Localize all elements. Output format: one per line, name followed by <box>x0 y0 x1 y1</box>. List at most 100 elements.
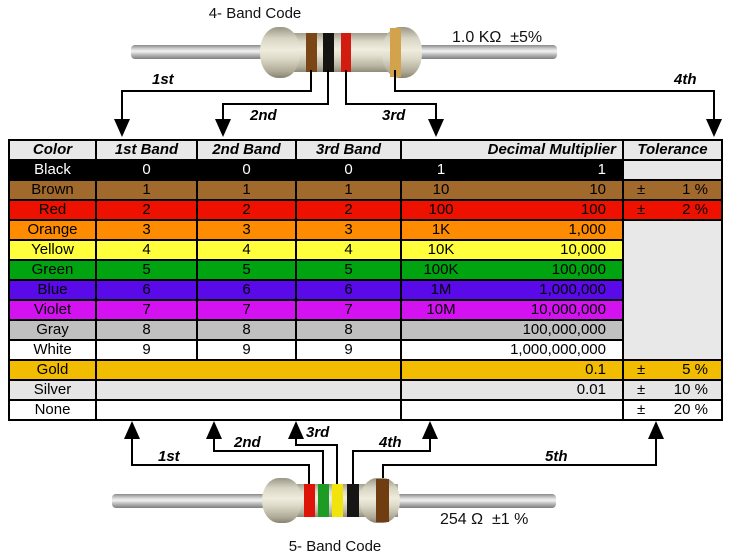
five-band-lead-left <box>112 494 266 508</box>
band-black <box>347 484 359 517</box>
arrowhead-down-2nd <box>215 119 231 137</box>
header-band1: 1st Band <box>95 139 198 161</box>
plus-minus-sign: ± <box>637 401 646 418</box>
arrow-line <box>336 444 338 486</box>
table-row-blue: Blue 6 6 6 1M 1,000,000 <box>8 279 722 301</box>
arrow-line <box>295 444 338 446</box>
band-brown <box>376 479 389 522</box>
arrow-label-4th-top: 4th <box>674 71 697 88</box>
multiplier-value: 10,000 <box>560 241 606 258</box>
tolerance-value: 5 % <box>682 361 708 378</box>
arrowhead-up-3rd <box>288 421 304 439</box>
arrow-line <box>345 70 347 105</box>
plus-minus-sign: ± <box>637 361 646 378</box>
band2-cell: 8 <box>196 319 297 341</box>
multiplier-cell: 1K 1,000 <box>400 219 624 241</box>
band2-cell: 7 <box>196 299 297 321</box>
table-row-silver: Silver 0.01 ±10 % <box>8 379 723 401</box>
plus-minus-sign: ± <box>637 201 646 218</box>
table-row-yellow: Yellow 4 4 4 10K 10,000 <box>8 239 722 261</box>
band3-cell: 2 <box>295 199 402 221</box>
band2-cell: 6 <box>196 279 297 301</box>
multiplier-prefix: 100 <box>428 201 454 218</box>
color-name-cell: Orange <box>8 219 97 241</box>
color-name-cell: Brown <box>8 179 97 201</box>
multiplier-value: 100 <box>580 201 606 218</box>
arrow-line <box>121 90 123 121</box>
arrow-line <box>213 437 215 452</box>
band3-cell: 5 <box>295 259 402 281</box>
band-black <box>323 33 334 72</box>
arrow-line <box>345 103 437 105</box>
arrowhead-down-1st <box>114 119 130 137</box>
color-name-cell: White <box>8 339 97 361</box>
multiplier-cell: 0.1 <box>400 359 624 381</box>
multiplier-value: 0.1 <box>585 361 606 378</box>
arrow-line <box>131 437 133 466</box>
arrowhead-up-5th <box>648 421 664 439</box>
band1-cell: 6 <box>95 279 198 301</box>
arrow-label-1st-top: 1st <box>152 71 174 88</box>
color-name-cell: Silver <box>8 379 97 401</box>
multiplier-value: 10,000,000 <box>530 301 606 318</box>
band1-cell: 7 <box>95 299 198 321</box>
multiplier-prefix: 10K <box>427 241 455 258</box>
band3-cell: 3 <box>295 219 402 241</box>
band1-cell: 4 <box>95 239 198 261</box>
tolerance-value: 2 % <box>682 201 708 218</box>
table-header-row: Color 1st Band 2nd Band 3rd Band Decimal… <box>8 139 723 161</box>
band-red <box>304 484 315 517</box>
bands-merged-cell <box>95 359 402 381</box>
arrow-line <box>429 437 431 452</box>
arrow-line <box>131 464 310 466</box>
color-name-cell: Yellow <box>8 239 97 261</box>
color-name-cell: Gold <box>8 359 97 381</box>
five-band-lead-right <box>396 494 556 508</box>
multiplier-cell: 100,000,000 <box>400 319 624 341</box>
tolerance-value: 1 % <box>682 181 708 198</box>
header-color: Color <box>8 139 97 161</box>
four-band-value-label: 1.0 KΩ ±5% <box>452 29 543 46</box>
multiplier-value: 1,000 <box>568 221 606 238</box>
header-band3: 3rd Band <box>295 139 402 161</box>
tolerance-cell: ±5 % <box>622 359 723 381</box>
arrow-line <box>435 103 437 121</box>
table-row-violet: Violet 7 7 7 10M 10,000,000 <box>8 299 722 321</box>
header-multiplier: Decimal Multiplier <box>400 139 624 161</box>
band-red <box>341 33 351 72</box>
tolerance-cell-merged-empty <box>622 219 723 361</box>
five-band-value-label: 254 Ω ±1 % <box>440 511 529 528</box>
table-row-gray: Gray 8 8 8 100,000,000 <box>8 319 722 341</box>
band3-cell: 9 <box>295 339 402 361</box>
tolerance-cell: ±20 % <box>622 399 723 421</box>
band1-cell: 5 <box>95 259 198 281</box>
header-tolerance: Tolerance <box>622 139 723 161</box>
color-code-table: Color 1st Band 2nd Band 3rd Band Decimal… <box>8 139 723 421</box>
bands-merged-cell <box>95 399 402 421</box>
multiplier-prefix: 1M <box>430 281 452 298</box>
arrow-line <box>295 437 297 446</box>
color-name-cell: Violet <box>8 299 97 321</box>
bands-merged-cell <box>95 379 402 401</box>
arrow-line <box>327 70 329 105</box>
arrowhead-down-4th <box>706 119 722 137</box>
arrow-line <box>222 103 329 105</box>
arrowhead-up-1st <box>124 421 140 439</box>
multiplier-cell: 10 10 <box>400 179 624 201</box>
multiplier-value: 0.01 <box>576 381 606 398</box>
arrow-label-5th-bottom: 5th <box>545 448 568 465</box>
color-name-cell: Red <box>8 199 97 221</box>
arrow-line <box>394 70 396 92</box>
band3-cell: 6 <box>295 279 402 301</box>
arrow-line <box>310 70 312 92</box>
arrow-line <box>222 103 224 121</box>
band-brown <box>306 33 317 72</box>
arrow-line <box>655 437 657 466</box>
five-band-resistor-cap-left <box>262 478 302 523</box>
multiplier-cell <box>400 399 624 421</box>
band1-cell: 2 <box>95 199 198 221</box>
band-yellow <box>332 484 343 517</box>
